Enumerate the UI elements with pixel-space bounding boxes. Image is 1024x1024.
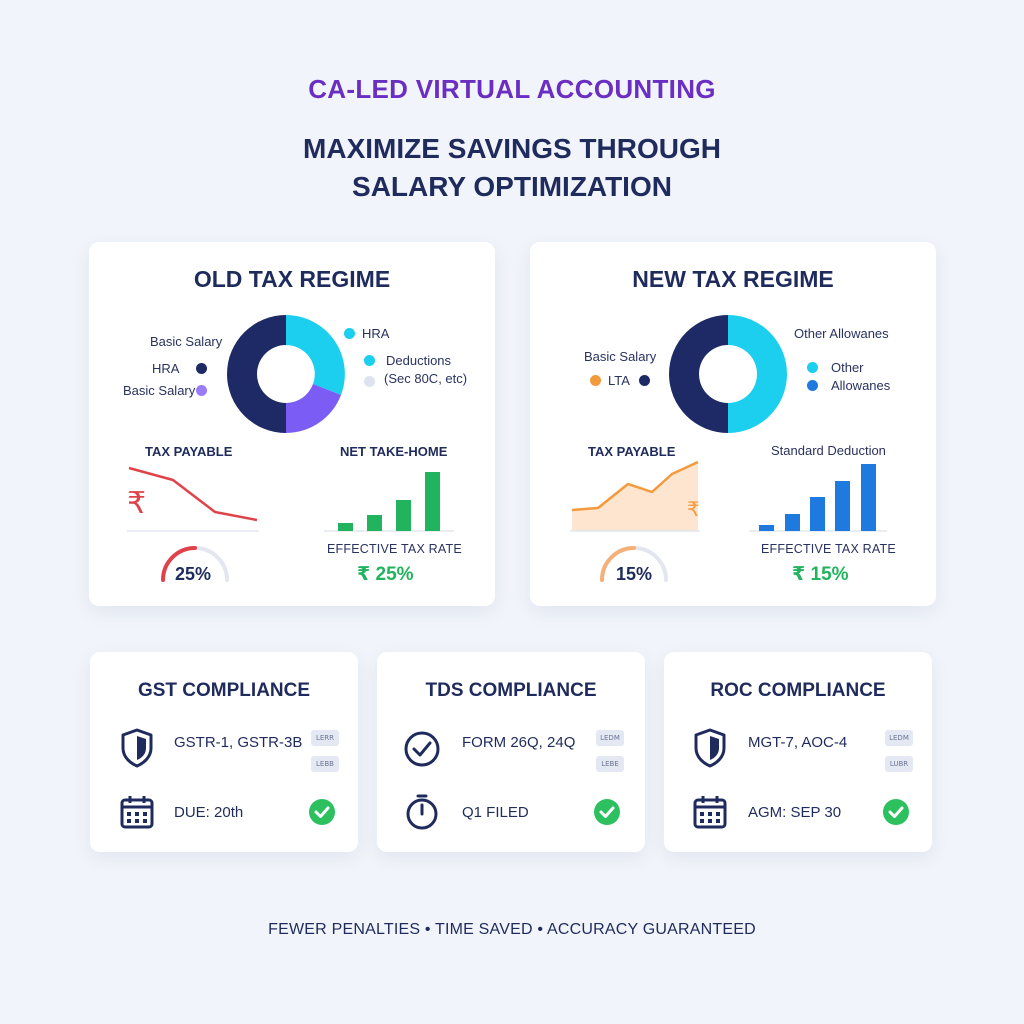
legend-dot-cyan-deductions bbox=[364, 355, 375, 366]
tds-filing-status: Q1 FILED bbox=[462, 804, 529, 821]
gst-title: GST COMPLIANCE bbox=[137, 680, 311, 701]
shield-icon bbox=[121, 728, 153, 768]
legend-label-other-allowances-top: Other Allowanes bbox=[794, 326, 889, 341]
net-take-home-label: NET TAKE-HOME bbox=[340, 444, 448, 459]
tax-payable-label: TAX PAYABLE bbox=[145, 444, 233, 459]
bar-3 bbox=[396, 500, 411, 531]
legend-label-lta: LTA bbox=[608, 373, 630, 388]
headline-line-1: MAXIMIZE SAVINGS THROUGH bbox=[303, 133, 721, 164]
timer-icon bbox=[406, 794, 438, 830]
effective-tax-rate-label-old: EFFECTIVE TAX RATE bbox=[327, 542, 462, 556]
effective-tax-rate-value-new: ₹ 15% bbox=[792, 564, 849, 585]
bar-1 bbox=[759, 525, 774, 531]
calendar-icon bbox=[120, 796, 154, 829]
legend-dot-navy bbox=[196, 363, 207, 374]
bar-2 bbox=[367, 515, 382, 531]
tds-item-forms: FORM 26Q, 24Q bbox=[462, 734, 576, 751]
roc-compliance-card: ROC COMPLIANCE MGT-7, AOC-4 LEDM LUBR AG… bbox=[664, 652, 932, 852]
old-regime-donut-chart bbox=[227, 315, 345, 433]
bar-1 bbox=[338, 523, 353, 531]
donut-segment-cyan bbox=[728, 315, 787, 433]
legend-label-other: Other bbox=[831, 360, 864, 375]
rupee-icon-orange: ₹ bbox=[687, 497, 700, 521]
donut-segment-purple bbox=[286, 384, 341, 433]
bar-4 bbox=[835, 481, 850, 531]
check-icon bbox=[594, 799, 620, 825]
check-circle-icon bbox=[404, 731, 440, 767]
roc-tag-2: LUBR bbox=[885, 756, 913, 772]
tax-payable-area bbox=[572, 462, 698, 531]
legend-label-allowances: Allowanes bbox=[831, 378, 891, 393]
tds-tag-1: LEDM bbox=[596, 730, 624, 746]
legend-label-sec80c: (Sec 80C, etc) bbox=[384, 371, 468, 386]
legend-label-basic-salary-top: Basic Salary bbox=[150, 334, 223, 349]
standard-deduction-label: Standard Deduction bbox=[771, 443, 886, 458]
bar-3 bbox=[810, 497, 825, 531]
roc-item-forms: MGT-7, AOC-4 bbox=[748, 734, 848, 751]
donut-segment-navy bbox=[669, 315, 728, 433]
donut-segment-cyan bbox=[286, 315, 345, 395]
bar-4 bbox=[425, 472, 440, 531]
legend-label-deductions: Deductions bbox=[386, 353, 452, 368]
check-icon bbox=[309, 799, 335, 825]
bar-5 bbox=[861, 464, 876, 531]
gst-tag-1: LERR bbox=[311, 730, 339, 746]
gst-tag-2: LEBB bbox=[311, 756, 339, 772]
old-regime-card: OLD TAX REGIME Basic Salary HRA Basic Sa… bbox=[89, 242, 495, 606]
legend-dot-cyan-hra bbox=[344, 328, 355, 339]
tax-payable-line-new bbox=[571, 460, 699, 512]
new-regime-card: NEW TAX REGIME Other Allowanes Basic Sal… bbox=[530, 242, 936, 606]
gst-compliance-card: GST COMPLIANCE GSTR-1, GSTR-3B LERR LEBB… bbox=[90, 652, 358, 852]
roc-title: ROC COMPLIANCE bbox=[710, 680, 886, 701]
tax-payable-area-chart bbox=[570, 460, 700, 532]
tax-gauge-old bbox=[161, 546, 229, 582]
tds-title: TDS COMPLIANCE bbox=[425, 680, 597, 701]
check-icon bbox=[883, 799, 909, 825]
tax-gauge-new bbox=[600, 546, 668, 582]
eyebrow-title: CA-LED VIRTUAL ACCOUNTING bbox=[308, 74, 716, 104]
standard-deduction-bar-chart bbox=[749, 464, 887, 532]
headline: MAXIMIZE SAVINGS THROUGH SALARY OPTIMIZA… bbox=[0, 130, 1024, 206]
legend-dot-purple bbox=[196, 385, 207, 396]
tax-payable-line-chart bbox=[127, 466, 259, 532]
roc-tag-1: LEDM bbox=[885, 730, 913, 746]
effective-tax-rate-label-new: EFFECTIVE TAX RATE bbox=[761, 542, 896, 556]
new-regime-title: NEW TAX REGIME bbox=[632, 266, 834, 292]
shield-icon bbox=[694, 728, 726, 768]
bar-2 bbox=[785, 514, 800, 531]
footer-tagline: FEWER PENALTIES • TIME SAVED • ACCURACY … bbox=[268, 921, 756, 938]
calendar-icon bbox=[693, 796, 727, 829]
donut-segment-navy bbox=[227, 315, 286, 433]
headline-line-2: SALARY OPTIMIZATION bbox=[352, 171, 672, 202]
legend-dot-blue bbox=[807, 380, 818, 391]
gst-due-date: DUE: 20th bbox=[174, 804, 244, 821]
legend-dot-orange bbox=[590, 375, 601, 386]
roc-agm-date: AGM: SEP 30 bbox=[748, 804, 842, 821]
tax-payable-line bbox=[128, 466, 258, 522]
gauge-value-new: 15% bbox=[616, 564, 653, 584]
legend-label-hra-right: HRA bbox=[362, 326, 390, 341]
legend-label-basic-salary: Basic Salary bbox=[584, 349, 657, 364]
gst-item-forms: GSTR-1, GSTR-3B bbox=[174, 734, 303, 751]
gauge-value-old: 25% bbox=[175, 564, 212, 584]
net-take-home-bar-chart bbox=[324, 472, 454, 532]
legend-dot-cyan bbox=[807, 362, 818, 373]
new-regime-donut-chart bbox=[669, 315, 787, 433]
old-regime-title: OLD TAX REGIME bbox=[193, 266, 391, 292]
tds-compliance-card: TDS COMPLIANCE FORM 26Q, 24Q LEDM LEBE Q… bbox=[377, 652, 645, 852]
legend-label-hra-left: HRA bbox=[152, 361, 180, 376]
legend-label-basic-salary-left: Basic Salary bbox=[123, 383, 196, 398]
tax-payable-label-new: TAX PAYABLE bbox=[588, 444, 676, 459]
legend-dot-gray bbox=[364, 376, 375, 387]
legend-dot-navy bbox=[639, 375, 650, 386]
tds-tag-2: LEBE bbox=[596, 756, 624, 772]
rupee-icon-red: ₹ bbox=[127, 486, 147, 521]
effective-tax-rate-value-old: ₹ 25% bbox=[357, 564, 414, 585]
